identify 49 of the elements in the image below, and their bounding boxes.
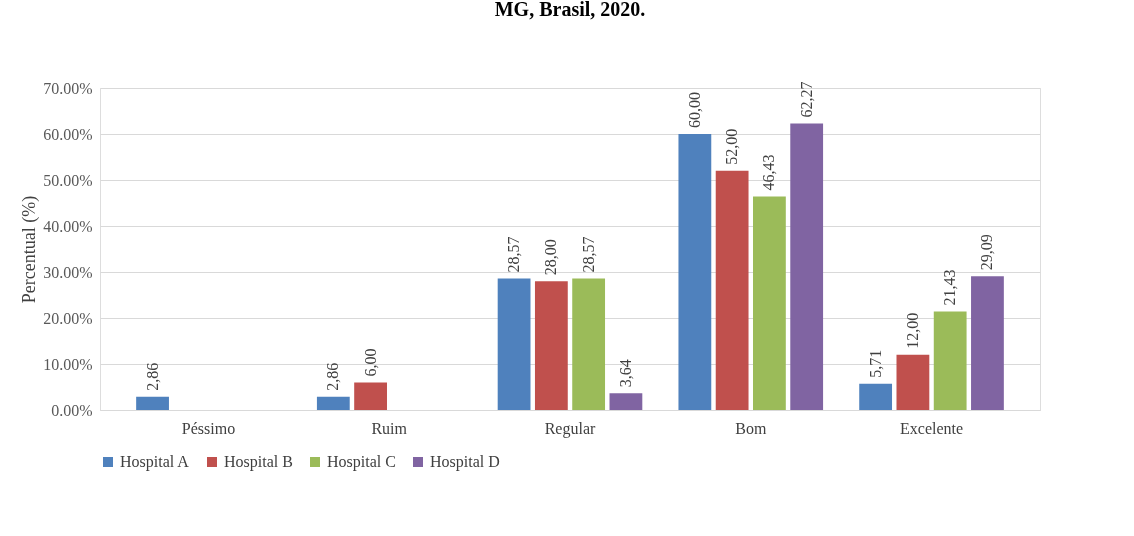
- bar: [497, 278, 531, 410]
- data-label: 28,57: [579, 236, 597, 273]
- bar: [534, 281, 568, 410]
- data-label: 2,86: [143, 362, 161, 391]
- legend-label: Hospital B: [224, 453, 293, 471]
- x-tick-label: Regular: [544, 419, 596, 438]
- bar: [715, 170, 749, 410]
- bar: [971, 276, 1004, 410]
- bar: [609, 393, 643, 410]
- y-tick-label: 50.00%: [43, 171, 93, 189]
- bar: [790, 123, 824, 410]
- bar: [136, 396, 169, 410]
- bar: [316, 396, 350, 410]
- bar: [678, 134, 712, 410]
- y-tick-label: 40.00%: [43, 217, 93, 235]
- bar: [859, 383, 893, 410]
- legend-label: Hospital A: [120, 453, 190, 471]
- data-label: 28,00: [542, 239, 560, 276]
- data-label: 46,43: [760, 154, 778, 191]
- y-tick-label: 20.00%: [43, 309, 93, 327]
- data-label: 12,00: [903, 312, 921, 349]
- y-tick-label: 60.00%: [43, 125, 93, 143]
- chart-title: MG, Brasil, 2020.: [494, 0, 646, 20]
- bar: [354, 382, 387, 410]
- data-label: 5,71: [866, 349, 884, 378]
- data-label: 62,27: [797, 81, 815, 118]
- y-tick-label: 10.00%: [43, 355, 93, 373]
- bar: [896, 354, 930, 410]
- bar: [933, 311, 967, 410]
- data-label: 3,64: [616, 359, 634, 388]
- y-axis-title: Percentual (%): [19, 195, 41, 304]
- y-tick-label: 30.00%: [43, 263, 93, 281]
- legend-label: Hospital C: [327, 453, 396, 471]
- y-tick-label: 70.00%: [43, 79, 93, 97]
- data-label: 28,57: [505, 236, 523, 273]
- y-tick-label: 0.00%: [51, 401, 93, 419]
- bar: [753, 196, 786, 410]
- data-label: 21,43: [941, 269, 959, 306]
- x-tick-label: Excelente: [900, 419, 964, 437]
- data-label: 52,00: [723, 128, 741, 165]
- x-tick-label: Péssimo: [181, 419, 236, 437]
- bar: [572, 278, 606, 410]
- x-tick-label: Ruim: [371, 419, 408, 437]
- data-label: 6,00: [361, 348, 379, 377]
- data-label: 2,86: [324, 362, 342, 391]
- data-label: 29,09: [978, 234, 996, 271]
- legend-label: Hospital D: [430, 453, 500, 471]
- x-tick-label: Bom: [735, 419, 767, 437]
- data-label: 60,00: [685, 92, 703, 128]
